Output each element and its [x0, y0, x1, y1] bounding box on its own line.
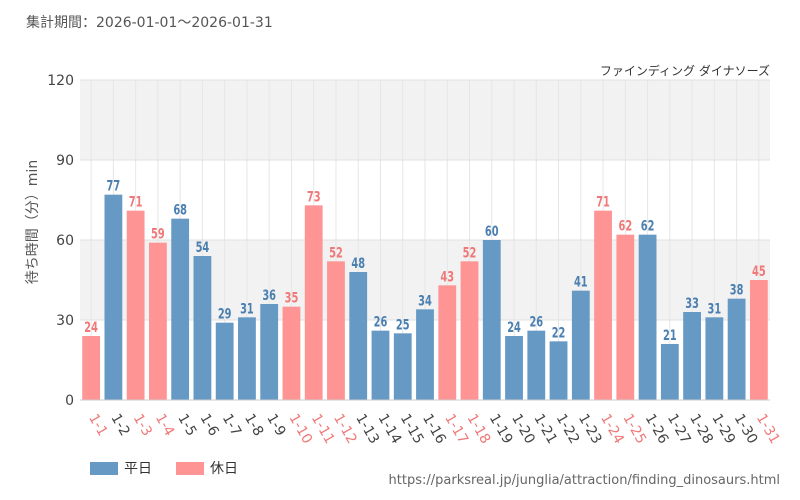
- x-tick-label-1-1: 1-1: [85, 411, 110, 439]
- bar-1-1: [82, 336, 101, 400]
- legend-swatch-weekday: [90, 461, 118, 475]
- bar-1-16: [416, 309, 434, 400]
- bar-1-14: [371, 330, 390, 400]
- bar-1-29: [705, 317, 724, 400]
- bar-1-22: [549, 341, 568, 400]
- bar-1-9: [260, 304, 279, 400]
- data-label-1-21: 26: [529, 313, 543, 330]
- bar-1-28: [683, 312, 701, 400]
- bar-1-18: [460, 261, 479, 400]
- bar-1-25: [616, 234, 635, 400]
- chart-title: ファインディング ダイナソーズ: [599, 64, 770, 78]
- bar-1-11: [304, 205, 323, 400]
- bar-1-7: [215, 322, 234, 400]
- x-tick-label-1-8: 1-8: [241, 411, 266, 439]
- x-tick-label-1-2: 1-2: [107, 411, 132, 439]
- y-axis-ticks: 0 30 60 90 120: [47, 73, 74, 409]
- data-label-1-24: 71: [596, 193, 610, 210]
- bar-1-27: [660, 344, 679, 400]
- data-label-1-9: 36: [262, 287, 276, 304]
- bar-1-2: [104, 194, 123, 400]
- data-label-1-18: 52: [463, 244, 477, 261]
- bar-1-17: [438, 285, 457, 400]
- bar-1-21: [527, 330, 546, 400]
- bar-1-19: [482, 240, 501, 400]
- data-label-1-15: 25: [396, 316, 410, 333]
- data-label-1-22: 22: [552, 324, 566, 341]
- bar-1-3: [126, 210, 145, 400]
- data-label-1-6: 54: [196, 239, 210, 256]
- bars: [82, 194, 768, 400]
- data-label-1-27: 21: [663, 327, 677, 344]
- data-label-1-26: 62: [641, 217, 655, 234]
- source-url: https://parksreal.jp/junglia/attraction/…: [388, 473, 780, 488]
- data-label-1-5: 68: [173, 201, 187, 218]
- bar-1-13: [349, 272, 368, 400]
- y-tick-label: 30: [56, 313, 74, 329]
- data-label-1-17: 43: [440, 268, 454, 285]
- bar-1-12: [327, 261, 345, 400]
- data-label-1-28: 33: [685, 295, 699, 312]
- bar-1-20: [505, 336, 523, 400]
- x-tick-label-1-9: 1-9: [263, 411, 288, 439]
- data-label-1-8: 31: [240, 300, 254, 317]
- data-label-1-7: 29: [218, 305, 232, 322]
- legend-label-holiday: 休日: [210, 461, 238, 477]
- data-label-1-13: 48: [351, 255, 365, 272]
- y-tick-label: 90: [56, 153, 74, 169]
- period-label: 集計期間：2026-01-01～2026-01-31: [26, 15, 273, 31]
- bar-1-30: [727, 298, 746, 400]
- bar-1-31: [749, 280, 768, 400]
- x-axis-ticks: 1-11-21-31-41-51-61-71-81-91-101-111-121…: [85, 411, 782, 447]
- data-label-1-14: 26: [374, 313, 388, 330]
- legend-swatch-holiday: [176, 461, 204, 475]
- data-labels: 24 77 71 59 68 54 29 31 36 35 73 52 48 26 25 34 43 52 60 24…: [84, 177, 766, 343]
- data-label-1-11: 73: [307, 188, 321, 205]
- x-tick-label-1-7: 1-7: [219, 411, 244, 439]
- data-label-1-2: 77: [107, 177, 121, 194]
- bar-1-5: [171, 218, 190, 400]
- legend-label-weekday: 平日: [124, 461, 152, 477]
- data-label-1-30: 38: [730, 281, 744, 298]
- bar-1-8: [238, 317, 256, 400]
- bar-1-15: [393, 333, 412, 400]
- y-axis-label: 待ち時間（分）min: [25, 159, 41, 285]
- x-tick-label-1-6: 1-6: [196, 411, 221, 439]
- data-label-1-20: 24: [507, 319, 521, 336]
- data-label-1-1: 24: [84, 319, 98, 336]
- data-label-1-19: 60: [485, 223, 499, 240]
- data-label-1-10: 35: [285, 289, 299, 306]
- data-label-1-31: 45: [752, 263, 766, 280]
- bar-1-24: [594, 210, 612, 400]
- x-tick-label-1-5: 1-5: [174, 411, 199, 439]
- bar-1-26: [638, 234, 657, 400]
- y-tick-label: 0: [65, 393, 74, 409]
- legend: 平日 休日: [90, 458, 238, 478]
- y-tick-label: 60: [56, 233, 74, 249]
- x-tick-label-1-31: 1-31: [753, 411, 783, 447]
- x-tick-label-1-4: 1-4: [152, 411, 177, 439]
- legend-item-holiday: 休日: [176, 458, 238, 478]
- data-label-1-16: 34: [418, 292, 432, 309]
- data-label-1-25: 62: [618, 217, 632, 234]
- legend-item-weekday: 平日: [90, 458, 152, 478]
- data-label-1-23: 41: [574, 273, 588, 290]
- bar-1-10: [282, 306, 301, 400]
- bar-1-23: [571, 290, 590, 400]
- x-tick-label-1-3: 1-3: [130, 411, 155, 439]
- bar-1-4: [149, 242, 167, 400]
- y-tick-label: 120: [47, 73, 74, 89]
- data-label-1-29: 31: [708, 300, 722, 317]
- bar-1-6: [193, 256, 212, 400]
- data-label-1-12: 52: [329, 244, 343, 261]
- data-label-1-3: 71: [129, 193, 143, 210]
- data-label-1-4: 59: [151, 225, 165, 242]
